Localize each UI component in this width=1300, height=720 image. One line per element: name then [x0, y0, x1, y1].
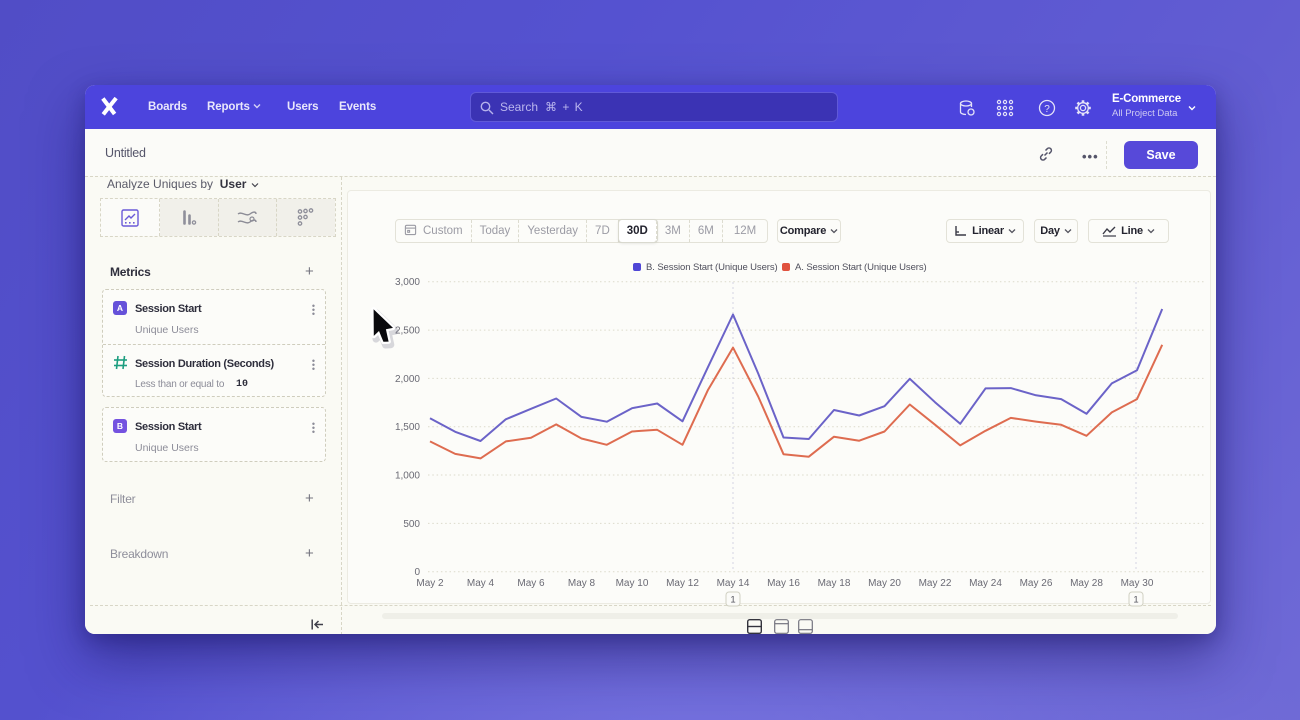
svg-text:?: ? — [1044, 104, 1050, 115]
